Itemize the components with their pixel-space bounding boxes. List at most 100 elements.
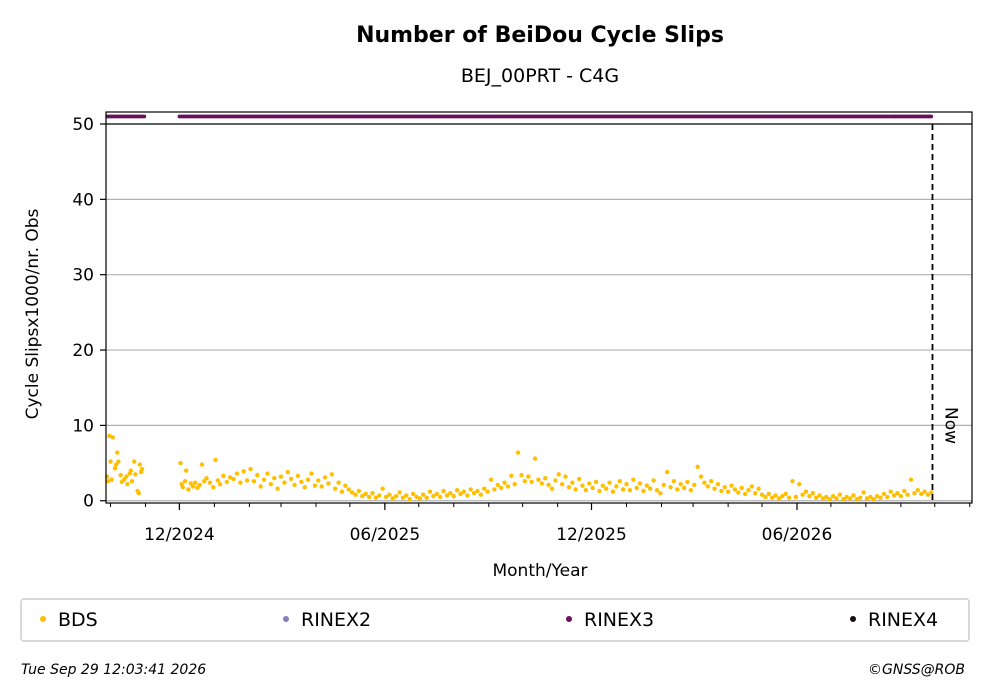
bds-point bbox=[895, 491, 900, 496]
bds-point bbox=[786, 495, 792, 500]
bds-point bbox=[231, 476, 236, 482]
bds-point bbox=[349, 490, 355, 495]
bds-point bbox=[329, 472, 335, 477]
bds-point bbox=[295, 473, 301, 479]
bds-point bbox=[532, 456, 538, 461]
x-tick-label: 12/2024 bbox=[144, 525, 215, 545]
bds-point bbox=[519, 472, 524, 478]
bds-point bbox=[244, 478, 250, 483]
bds-point bbox=[110, 435, 115, 440]
bds-point bbox=[729, 483, 734, 488]
bds-point bbox=[512, 481, 517, 487]
bds-point bbox=[698, 474, 704, 479]
bds-point bbox=[644, 483, 650, 488]
bds-point bbox=[773, 493, 778, 498]
legend: BDS RINEX2 RINEX3 RINEX4 bbox=[20, 598, 970, 642]
bds-point bbox=[424, 495, 429, 500]
bds-point bbox=[834, 496, 839, 501]
bds-point bbox=[115, 450, 120, 455]
bds-point bbox=[468, 487, 473, 492]
bds-point bbox=[183, 468, 189, 473]
chart-subtitle: BEJ_00PRT - C4G bbox=[461, 65, 619, 87]
y-axis-label: Cycle Slipsx1000/nr. Obs bbox=[23, 208, 43, 419]
bds-point bbox=[891, 493, 897, 498]
bds-point bbox=[182, 478, 188, 484]
bds-point bbox=[515, 450, 521, 455]
bds-point bbox=[671, 478, 677, 484]
bds-point bbox=[322, 475, 328, 480]
bds-point bbox=[125, 481, 130, 487]
bds-point bbox=[837, 492, 843, 497]
bds-point bbox=[356, 488, 362, 494]
bds-point bbox=[128, 468, 134, 473]
bds-point bbox=[712, 486, 717, 491]
bds-point bbox=[268, 481, 274, 487]
bds-point bbox=[763, 494, 768, 500]
bds-point bbox=[333, 486, 338, 491]
legend-label-rinex2: RINEX2 bbox=[301, 609, 371, 631]
bds-point bbox=[664, 469, 670, 475]
legend-marker-bds bbox=[40, 616, 46, 622]
bds-point bbox=[421, 492, 426, 497]
bds-point bbox=[454, 487, 460, 493]
bds-point bbox=[769, 495, 775, 500]
bds-point bbox=[918, 491, 924, 497]
bds-point bbox=[685, 479, 690, 485]
bds-point bbox=[258, 484, 263, 489]
bds-point bbox=[193, 480, 198, 485]
bds-point bbox=[536, 477, 541, 482]
bds-point bbox=[749, 484, 755, 489]
bds-point bbox=[648, 486, 653, 491]
bds-point bbox=[224, 479, 230, 485]
bds-point bbox=[213, 457, 218, 463]
bds-point bbox=[180, 484, 185, 490]
bds-point bbox=[841, 497, 846, 502]
bds-point bbox=[817, 493, 822, 498]
bds-point bbox=[553, 478, 558, 483]
bds-point bbox=[292, 482, 297, 488]
bds-point bbox=[434, 491, 440, 497]
bds-point bbox=[261, 477, 267, 482]
bds-point bbox=[302, 484, 307, 490]
bds-point bbox=[132, 459, 137, 464]
bds-point bbox=[827, 497, 832, 502]
bds-point bbox=[188, 481, 193, 486]
bds-point bbox=[360, 494, 365, 499]
now-label: Now bbox=[940, 407, 960, 444]
bds-point bbox=[912, 491, 917, 496]
bds-point bbox=[922, 489, 927, 494]
bds-point bbox=[278, 474, 284, 479]
bds-point bbox=[197, 482, 202, 488]
bds-point bbox=[124, 474, 129, 479]
bds-point bbox=[190, 484, 196, 489]
chart-title: Number of BeiDou Cycle Slips bbox=[356, 23, 724, 48]
bds-point bbox=[543, 475, 548, 481]
bds-point bbox=[478, 492, 484, 497]
bds-point bbox=[404, 493, 409, 498]
bds-point bbox=[580, 483, 585, 488]
legend-label-rinex3: RINEX3 bbox=[584, 609, 654, 631]
bds-point bbox=[854, 497, 860, 502]
bds-point bbox=[458, 491, 463, 497]
bds-point bbox=[722, 484, 727, 490]
bds-point bbox=[195, 485, 200, 491]
bds-point bbox=[312, 483, 318, 488]
bds-point bbox=[282, 480, 287, 485]
bds-point bbox=[343, 483, 348, 488]
bds-point bbox=[559, 481, 565, 487]
bds-point bbox=[285, 469, 290, 475]
bds-point bbox=[715, 481, 721, 487]
bds-point bbox=[824, 494, 829, 500]
bds-point bbox=[336, 480, 341, 485]
rinex3-point bbox=[142, 114, 147, 119]
y-tick-label: 40 bbox=[72, 190, 94, 210]
bds-point bbox=[627, 487, 633, 493]
legend-marker-rinex4 bbox=[850, 616, 856, 622]
bds-point bbox=[759, 492, 765, 497]
bds-point bbox=[116, 459, 121, 464]
bds-point bbox=[234, 471, 240, 476]
bds-point bbox=[539, 481, 545, 486]
bds-point bbox=[874, 494, 880, 499]
bds-point bbox=[186, 487, 191, 492]
